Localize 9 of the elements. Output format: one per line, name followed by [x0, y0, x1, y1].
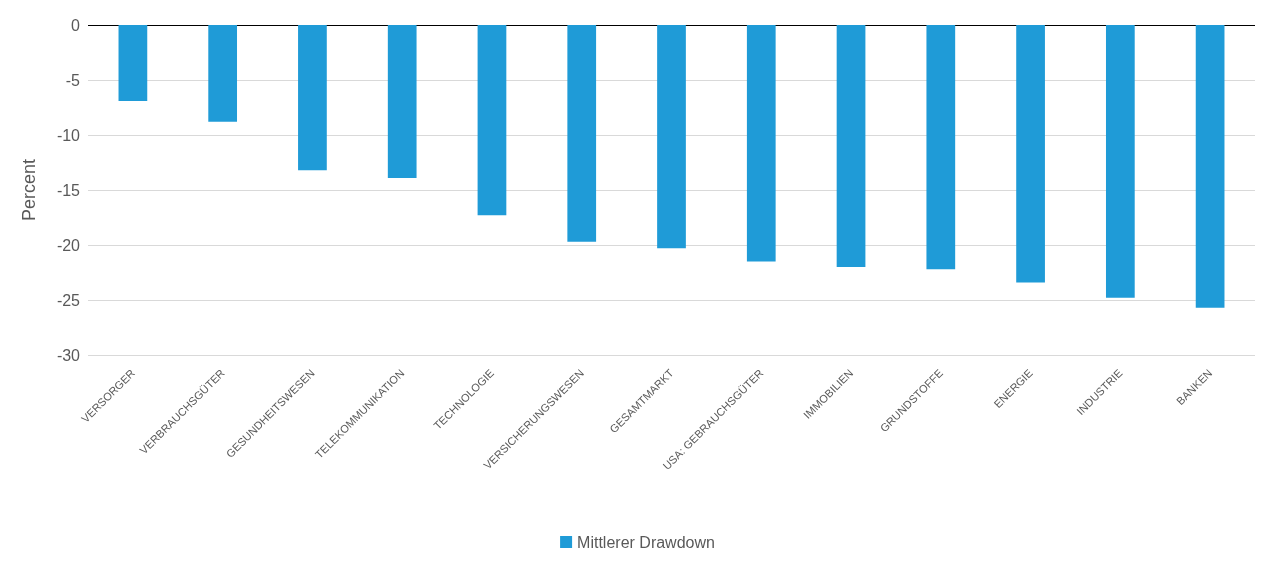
- y-tick-label: -20: [56, 236, 81, 254]
- legend-label: Mittlerer Drawdown: [577, 533, 715, 551]
- y-tick-label: -30: [56, 346, 81, 364]
- y-tick-label: -10: [56, 126, 81, 144]
- y-axis-title: Percent: [19, 158, 39, 222]
- y-tick-label: -25: [56, 291, 81, 309]
- y-tick-label: 0: [71, 16, 81, 34]
- y-tick-label: -15: [56, 181, 81, 199]
- y-tick-label: -5: [65, 71, 81, 89]
